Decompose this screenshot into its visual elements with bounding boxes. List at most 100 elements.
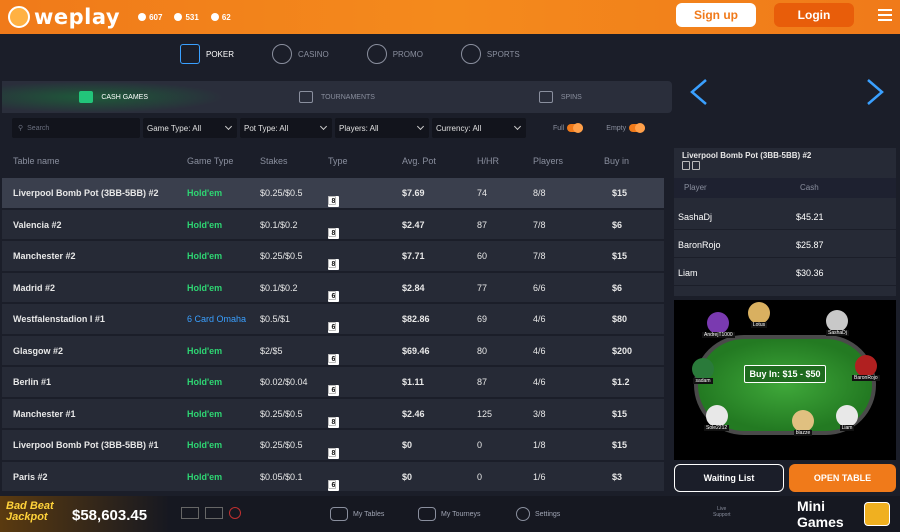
cell-avg-pot: $0 <box>402 440 413 450</box>
jackpot-amount: $58,603.45 <box>72 507 148 524</box>
bnav-label: Settings <box>535 510 561 518</box>
cell-buy-in: $15 <box>612 440 628 450</box>
mini-games-label: Games <box>797 514 844 530</box>
select-label: Game Type: All <box>147 123 202 133</box>
seat-count-badge: 6 <box>328 353 339 365</box>
cell-avg-pot: $0 <box>402 471 413 482</box>
gear-icon <box>516 507 530 521</box>
cell-players: 6/6 <box>533 282 546 293</box>
col-stakes[interactable]: Stakes <box>260 156 288 166</box>
game-type-select[interactable]: Game Type: All <box>143 118 237 138</box>
players-select[interactable]: Players: All <box>335 118 429 138</box>
table-type-icon <box>328 290 336 300</box>
trophy-icon <box>210 13 219 21</box>
signup-button[interactable]: Sign up <box>676 3 756 27</box>
jackpot-label-line1: Bad Beat <box>6 500 54 512</box>
stat-users: 607 <box>138 13 162 22</box>
nav-casino[interactable]: CASINO <box>272 44 329 64</box>
nav-sports[interactable]: SPORTS <box>460 44 520 64</box>
col-players[interactable]: Players <box>533 156 564 166</box>
bottom-bar: Bad Beat Jackpot $58,603.45 My Tables My … <box>0 496 900 532</box>
currency-select[interactable]: Currency: All <box>432 118 526 138</box>
col-buy-in[interactable]: Buy in <box>604 156 630 166</box>
tab-tournaments[interactable]: TOURNAMENTS <box>225 81 448 113</box>
table-row[interactable]: Madrid #2 Hold'em $0.1/$0.2 6 $2.84 77 6/6 $6 <box>2 272 664 302</box>
brand-logo[interactable]: weplay <box>8 5 120 29</box>
search-input[interactable]: ⚲ Search <box>12 118 140 138</box>
buyin-range-label: Buy In: $15 - $50 <box>744 365 826 383</box>
seat-sashadj[interactable]: SashaDj <box>826 310 849 336</box>
bomb-icon <box>691 161 700 170</box>
detail-title: Liverpool Bomb Pot (3BB-5BB) #2 <box>682 151 812 160</box>
player-cash: $30.36 <box>796 268 824 278</box>
hamburger-menu-icon[interactable] <box>878 9 892 21</box>
waiting-list-button[interactable]: Waiting List <box>674 464 784 492</box>
seat-lotus[interactable]: Lotus <box>748 302 770 328</box>
table-row[interactable]: Westfalenstadion I #1 6 Card Omaha $0.5/$1… <box>2 304 664 334</box>
col-hhr[interactable]: H/HR <box>477 156 499 166</box>
avatar <box>826 310 849 332</box>
casino-chip-icon <box>272 44 293 64</box>
avatar <box>836 405 858 427</box>
tables-icon <box>330 507 348 521</box>
cell-game-type: Hold'em <box>187 440 223 450</box>
pot-icon <box>682 161 690 170</box>
empty-toggle[interactable] <box>629 123 646 133</box>
cell-players: 8/8 <box>533 188 546 198</box>
bnav-label: My Tables <box>353 510 385 518</box>
table-row[interactable]: Liverpool Bomb Pot (3BB-5BB) #2 Hold'em $0… <box>2 178 664 208</box>
live-support-label: Live <box>717 506 727 512</box>
full-toggle[interactable] <box>567 123 584 133</box>
my-tourneys-button[interactable]: My Tourneys <box>418 507 481 521</box>
avatar <box>748 302 770 324</box>
settings-button[interactable]: Settings <box>516 507 560 521</box>
cell-players: 1/6 <box>533 471 546 482</box>
table-row[interactable]: Liverpool Bomb Pot (3BB-5BB) #1 Hold'em $0… <box>2 430 664 460</box>
cell-avg-pot: $2.46 <box>402 408 425 419</box>
itech-labs-logo <box>181 507 199 519</box>
col-type[interactable]: Type <box>328 156 348 166</box>
seat-blazze[interactable]: blazze <box>792 410 814 436</box>
seat-count-badge: 8 <box>328 416 339 428</box>
col-table-name[interactable]: Table name <box>13 156 60 166</box>
table-row[interactable]: Valencia #2 Hold'em $0.1/$0.2 8 $2.47 87 7/8 $6 <box>2 209 664 239</box>
prev-arrow-icon[interactable] <box>688 78 710 106</box>
slot-machine-icon[interactable] <box>864 502 890 526</box>
col-avg-pot[interactable]: Avg. Pot <box>402 156 436 166</box>
cell-game-type: Hold'em <box>187 471 223 482</box>
cell-hhr: 74 <box>477 188 488 198</box>
open-table-button[interactable]: OPEN TABLE <box>789 464 896 492</box>
seat-sole2212[interactable]: Sole2212 <box>704 405 730 431</box>
col-game-type[interactable]: Game Type <box>187 156 234 166</box>
tab-cash-games[interactable]: CASH GAMES <box>2 81 226 113</box>
seat-andrejt1000[interactable]: AndrejT1000 <box>702 312 735 338</box>
mini-games-button[interactable]: Mini Games <box>797 498 844 530</box>
cell-hhr: 125 <box>477 408 493 419</box>
nav-promo[interactable]: PROMO <box>366 44 423 64</box>
seat-liam[interactable]: Liam <box>836 405 858 431</box>
table-row[interactable]: Manchester #2 Hold'em $0.25/$0.5 8 $7.71 60 7/… <box>2 241 664 271</box>
nav-poker[interactable]: POKER <box>180 44 234 64</box>
search-placeholder: Search <box>27 124 50 132</box>
live-support-button[interactable]: Live Support <box>713 506 731 518</box>
pot-type-select[interactable]: Pot Type: All <box>240 118 332 138</box>
seat-name: Sole2212 <box>704 425 730 431</box>
login-button[interactable]: Login <box>774 3 854 27</box>
my-tables-button[interactable]: My Tables <box>330 507 384 521</box>
seat-baronrojo[interactable]: BaronRojo <box>852 355 880 381</box>
cell-game-type: Hold'em <box>187 408 223 419</box>
cell-buy-in: $15 <box>612 408 628 419</box>
seat-count-badge: 6 <box>328 385 339 396</box>
detail-header: Player Cash <box>674 178 896 198</box>
avatar <box>705 405 728 427</box>
table-row[interactable]: Paris #2 Hold'em $0.05/$0.1 6 $0 0 1/6 $3 <box>2 461 664 491</box>
seat-sadam[interactable]: sadam <box>692 358 714 384</box>
table-row[interactable]: Berlin #1 Hold'em $0.02/$0.04 6 $1.11 87 4/6 $1… <box>2 367 664 397</box>
player-name: BaronRojo <box>678 240 721 250</box>
bad-beat-jackpot[interactable]: Bad Beat Jackpot $58,603.45 <box>0 496 170 532</box>
table-row[interactable]: Glasgow #2 Hold'em $2/$5 6 $69.46 80 4/6 $200 <box>2 335 664 365</box>
tab-spins[interactable]: SPINS <box>449 81 672 113</box>
next-arrow-icon[interactable] <box>864 78 886 106</box>
cell-hhr: 69 <box>477 314 488 324</box>
table-row[interactable]: Manchester #1 Hold'em $0.25/$0.5 8 $2.46 125 3… <box>2 398 664 428</box>
